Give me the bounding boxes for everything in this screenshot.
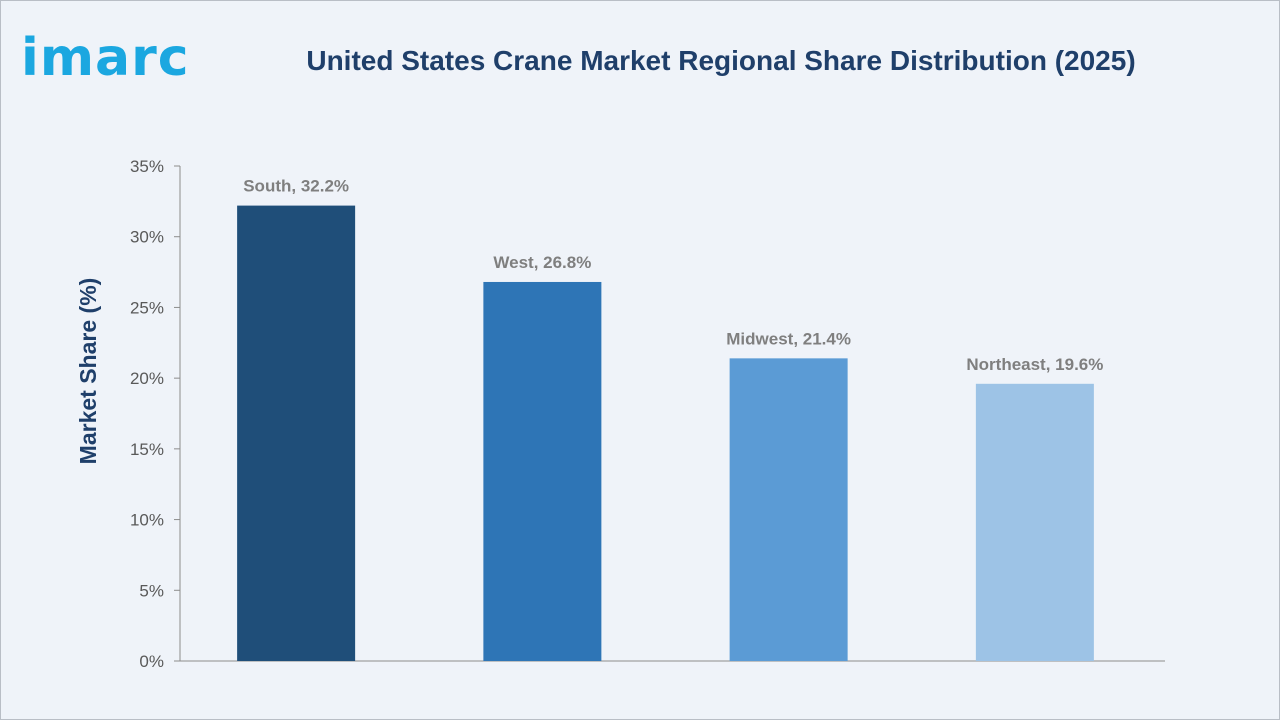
- data-label: Northeast, 19.6%: [966, 355, 1103, 374]
- imarc-logo: imarc: [21, 28, 190, 83]
- y-tick-label: 10%: [130, 511, 164, 530]
- bar-south: [237, 205, 356, 661]
- y-tick-label: 5%: [139, 581, 164, 600]
- bar-west: [483, 281, 602, 661]
- data-label: South, 32.2%: [243, 177, 349, 196]
- chart-title: United States Crane Market Regional Shar…: [306, 45, 1136, 76]
- bar-midwest: [729, 358, 848, 661]
- y-tick-label: 25%: [130, 298, 164, 317]
- data-labels: South, 32.2% West, 26.8% Midwest, 21.4% Nor…: [243, 177, 1103, 374]
- bar-northeast: [975, 383, 1094, 661]
- data-label: Midwest, 21.4%: [726, 329, 851, 348]
- y-tick-label: 20%: [130, 369, 164, 388]
- y-tick-label: 0%: [139, 652, 164, 671]
- y-axis-label: Market Share (%): [75, 278, 101, 465]
- y-axis: 0% 5% 10% 15% 20% 25% 30% 35%: [130, 157, 1165, 671]
- y-tick-label: 30%: [130, 228, 164, 247]
- logo-text: imarc: [21, 28, 190, 83]
- bars: [237, 205, 1094, 661]
- data-label: West, 26.8%: [493, 253, 591, 272]
- y-tick-label: 15%: [130, 440, 164, 459]
- y-tick-label: 35%: [130, 157, 164, 176]
